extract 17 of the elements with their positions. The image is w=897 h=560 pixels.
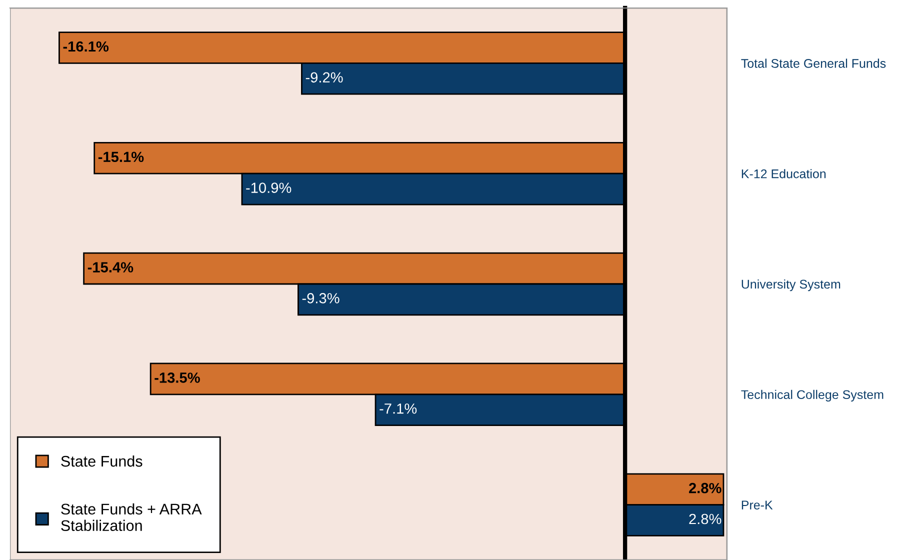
- data-label: -15.4%: [88, 262, 134, 272]
- data-label: -16.1%: [63, 41, 109, 52]
- data-label: -10.9%: [246, 182, 292, 193]
- legend-label: State Funds + ARRA Stabilization: [61, 503, 202, 532]
- y-tick-label: Technical College System: [741, 390, 884, 402]
- legend-label: State Funds: [61, 455, 142, 467]
- data-label: -15.1%: [98, 152, 144, 162]
- y-tick-label: Total State General Funds: [741, 58, 886, 68]
- data-label: -13.5%: [154, 372, 200, 383]
- data-label: 2.8%: [688, 482, 722, 494]
- data-label: -9.3%: [302, 293, 340, 304]
- data-label: 2.8%: [689, 514, 722, 524]
- y-tick-label: University System: [742, 279, 840, 292]
- y-tick-label: Pre-K: [742, 500, 773, 510]
- data-label: -9.2%: [306, 72, 343, 83]
- data-label: -7.1%: [380, 404, 417, 414]
- y-tick-label: K-12 Education: [742, 169, 826, 178]
